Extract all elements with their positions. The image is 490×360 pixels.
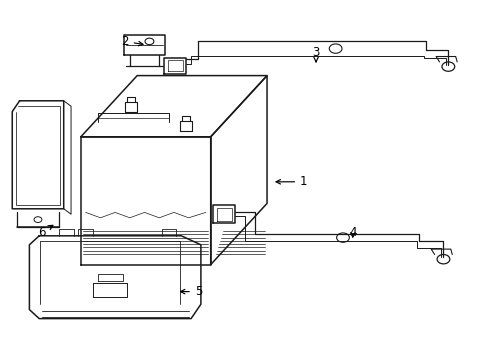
Text: 5: 5 (180, 285, 202, 298)
Text: 1: 1 (276, 175, 308, 188)
Text: 6: 6 (38, 225, 53, 239)
Text: 3: 3 (312, 46, 320, 62)
Text: 4: 4 (349, 226, 357, 239)
Text: 2: 2 (121, 35, 143, 48)
